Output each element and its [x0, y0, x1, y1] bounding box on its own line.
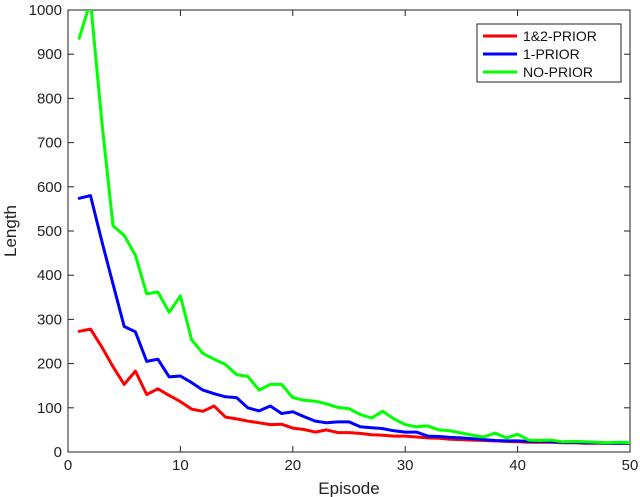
legend-entry-label: NO-PRIOR [523, 64, 593, 80]
x-tick-label: 20 [284, 457, 301, 474]
series-layer [77, 10, 630, 445]
y-axis-label: Length [1, 205, 20, 257]
legend: 1&2-PRIOR 1-PRIOR NO-PRIOR [476, 23, 622, 83]
y-tick-label: 300 [37, 311, 62, 328]
y-tick-label: 200 [37, 356, 62, 373]
y-tick-label: 500 [37, 223, 62, 240]
x-axis: 0 10 20 30 40 50 [64, 10, 639, 474]
y-tick-label: 0 [54, 444, 62, 461]
series-line-1-2-prior [77, 327, 630, 445]
y-axis: 0 100 200 300 400 500 600 700 800 900 1000 [29, 2, 630, 461]
y-tick-label: 800 [37, 90, 62, 107]
series-line-1-prior [77, 194, 630, 445]
x-tick-label: 0 [64, 457, 72, 474]
y-tick-label: 900 [37, 46, 62, 63]
x-tick-label: 50 [622, 457, 639, 474]
x-axis-label: Episode [318, 479, 379, 497]
y-tick-label: 700 [37, 135, 62, 152]
y-tick-label: 600 [37, 179, 62, 196]
x-tick-label: 40 [509, 457, 526, 474]
y-tick-label: 1000 [29, 2, 62, 19]
legend-entry-label: 1-PRIOR [523, 46, 580, 62]
plot-area [67, 9, 631, 453]
x-tick-label: 30 [397, 457, 414, 474]
legend-entry-label: 1&2-PRIOR [523, 28, 597, 44]
series-line-no-prior [77, 10, 630, 445]
x-tick-label: 10 [172, 457, 189, 474]
y-tick-label: 100 [37, 400, 62, 417]
y-tick-label: 400 [37, 267, 62, 284]
